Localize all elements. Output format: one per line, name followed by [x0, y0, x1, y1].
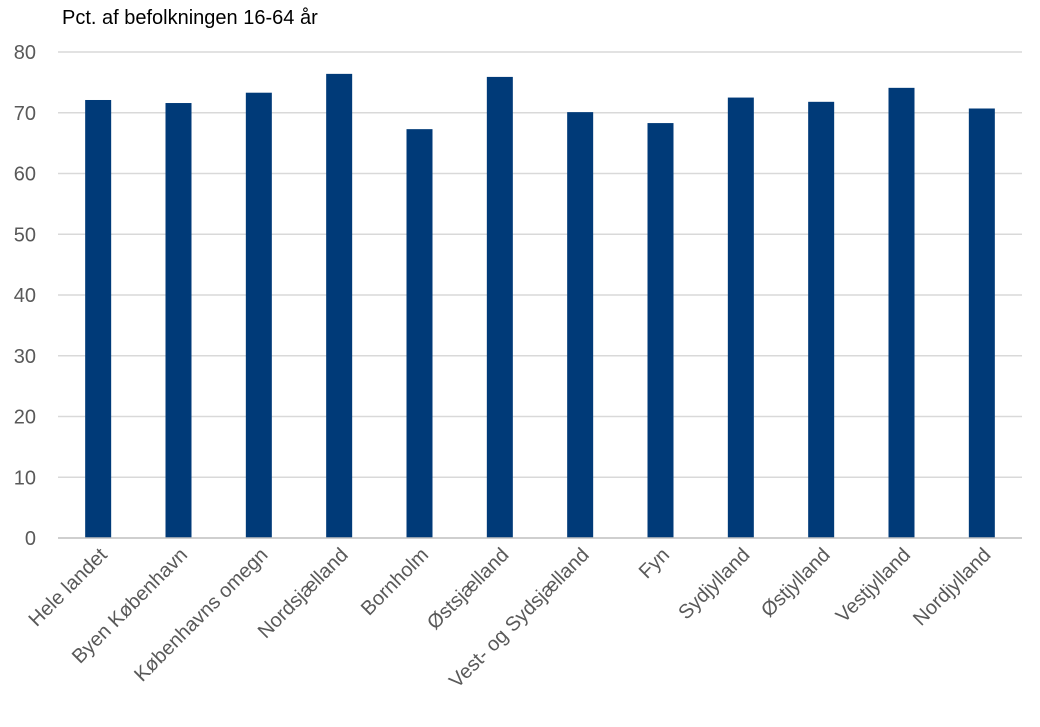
bar	[888, 87, 915, 538]
x-tick-label: Hele landet	[25, 544, 112, 631]
y-tick-label: 40	[14, 285, 36, 307]
gridlines	[58, 51, 1022, 478]
bar	[245, 92, 272, 538]
bar	[326, 73, 353, 539]
bars	[85, 73, 995, 539]
y-tick-label: 30	[14, 346, 36, 368]
y-tick-label: 80	[14, 42, 36, 64]
bar	[647, 123, 674, 538]
x-tick-label: Østsjælland	[423, 544, 513, 634]
x-tick-label: Fyn	[635, 544, 674, 583]
bar	[165, 103, 192, 538]
bar	[727, 97, 754, 538]
bar	[567, 112, 594, 538]
y-tick-label: 20	[14, 407, 36, 429]
y-tick-label: 70	[14, 103, 36, 125]
x-tick-label: Østjylland	[757, 544, 835, 622]
y-tick-label: 50	[14, 224, 36, 246]
bar	[486, 76, 513, 538]
x-tick-label: Vest- og Sydsjælland	[445, 544, 593, 692]
x-tick-label: Københavns omegn	[130, 544, 272, 686]
bar	[406, 129, 433, 538]
bar	[808, 101, 835, 538]
bar	[968, 108, 995, 538]
x-tick-label: Sydjylland	[674, 544, 754, 624]
y-tick-label: 0	[25, 528, 36, 550]
x-tick-label: Vestjylland	[832, 544, 915, 627]
y-tick-label: 10	[14, 467, 36, 489]
x-tick-label: Bornholm	[357, 544, 433, 620]
y-tick-label: 60	[14, 164, 36, 186]
y-axis-ticks: 0 10 20 30 40 50 60 70 80	[14, 42, 36, 550]
bar	[85, 99, 112, 539]
y-axis-title: Pct. af befolkningen 16-64 år	[62, 7, 318, 29]
x-tick-label: Nordjylland	[909, 544, 995, 630]
